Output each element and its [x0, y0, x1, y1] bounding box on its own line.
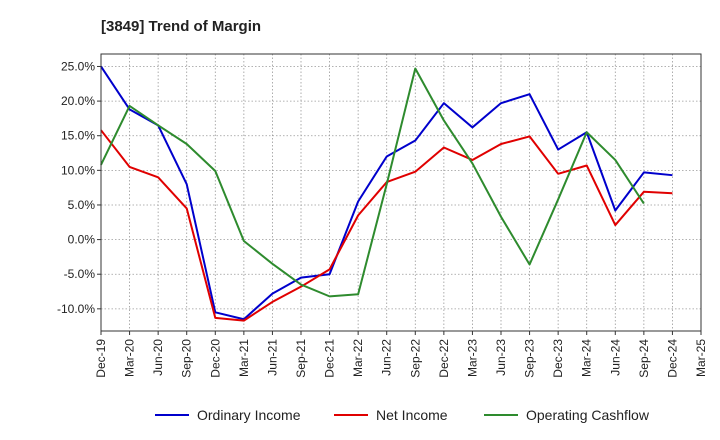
x-tick-label: Dec-20 — [208, 339, 222, 378]
x-tick-label: Jun-21 — [265, 339, 279, 376]
x-tick-label: Mar-22 — [351, 339, 365, 377]
y-tick-label: 5.0% — [68, 198, 96, 212]
x-tick-label: Jun-20 — [151, 339, 165, 376]
series-lines — [100, 65, 673, 322]
x-tick-label: Sep-21 — [294, 339, 308, 378]
x-tick-label: Dec-19 — [94, 339, 108, 378]
y-tick-label: 25.0% — [61, 59, 95, 73]
y-tick-label: 10.0% — [61, 163, 95, 177]
x-tick-label: Mar-25 — [694, 339, 708, 377]
x-tick-label: Jun-22 — [380, 339, 394, 376]
x-tick-label: Sep-20 — [180, 339, 194, 378]
x-tick-label: Mar-24 — [580, 339, 594, 377]
x-tick-label: Mar-21 — [237, 339, 251, 377]
y-axis-ticks: 25.0% 20.0% 15.0% 10.0% 5.0% 0.0% -5.0% -10.0% — [57, 59, 101, 316]
x-tick-label: Mar-23 — [465, 339, 479, 377]
x-tick-label: Dec-21 — [323, 339, 337, 378]
x-tick-label: Sep-24 — [637, 339, 651, 378]
gridlines — [100, 54, 702, 331]
y-tick-label: 0.0% — [68, 233, 96, 247]
x-tick-label: Mar-20 — [123, 339, 137, 377]
y-tick-label: 15.0% — [61, 129, 95, 143]
plot-area-frame — [100, 53, 702, 332]
ordinary-income-line — [100, 65, 673, 321]
legend-label-operating-cashflow: Operating Cashflow — [526, 407, 650, 423]
operating-cashflow-line — [100, 67, 645, 298]
x-tick-label: Dec-24 — [665, 339, 679, 378]
legend-label-ordinary-income: Ordinary Income — [197, 407, 301, 423]
x-tick-label: Dec-23 — [551, 339, 565, 378]
x-tick-label: Dec-22 — [437, 339, 451, 378]
legend-label-net-income: Net Income — [376, 407, 448, 423]
y-tick-label: -5.0% — [64, 267, 96, 281]
x-axis-ticks: Dec-19 Mar-20 Jun-20 Sep-20 Dec-20 Mar-21 Jun-… — [94, 331, 708, 378]
y-tick-label: -10.0% — [57, 302, 95, 316]
chart-title: [3849] Trend of Margin — [101, 18, 261, 35]
x-tick-label: Sep-23 — [523, 339, 537, 378]
legend: Ordinary Income Net Income Operating Cashf… — [155, 407, 650, 423]
x-tick-label: Sep-22 — [408, 339, 422, 378]
x-tick-label: Jun-23 — [494, 339, 508, 376]
y-tick-label: 20.0% — [61, 94, 95, 108]
x-tick-label: Jun-24 — [608, 339, 622, 376]
